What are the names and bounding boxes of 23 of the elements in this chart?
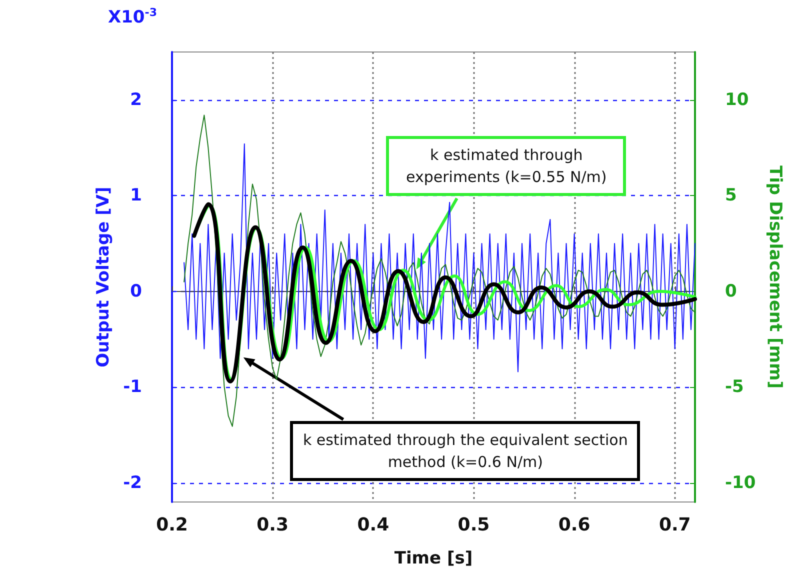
y2-tick-label: 10 (725, 90, 749, 110)
x-tick-label: 0.2 (156, 514, 188, 536)
x-tick-label: 0.3 (256, 514, 289, 536)
y2-tick-label: -10 (725, 472, 756, 493)
x-axis-title: Time [s] (394, 548, 473, 568)
y-tick-label: 0 (130, 281, 142, 302)
annotation: k estimated through the equivalent section method (k=0.6 N/m) (290, 421, 640, 482)
y-tick-label: 2 (130, 90, 142, 110)
line-series (184, 143, 696, 372)
y-tick-label: -1 (123, 377, 142, 398)
y2-tick-label: -5 (725, 377, 744, 398)
y2-tick-label: 5 (725, 186, 737, 206)
y-tick-label: -2 (123, 472, 142, 493)
annotation: k estimated through experiments (k=0.55 N/m) (386, 136, 626, 196)
y-tick-label: 1 (130, 186, 142, 206)
x-tick-label: 0.6 (558, 514, 590, 536)
y2-tick-label: 0 (725, 281, 737, 302)
x-tick-label: 0.5 (458, 514, 490, 536)
text: X10$^{-3}$ (108, 6, 157, 28)
y2-axis-title: Tip Displacement [mm] (765, 165, 786, 389)
x-tick-label: 0.4 (357, 514, 390, 536)
x-tick-label: 0.7 (658, 514, 691, 536)
y-axis-title: Output Voltage [V] (94, 186, 114, 368)
